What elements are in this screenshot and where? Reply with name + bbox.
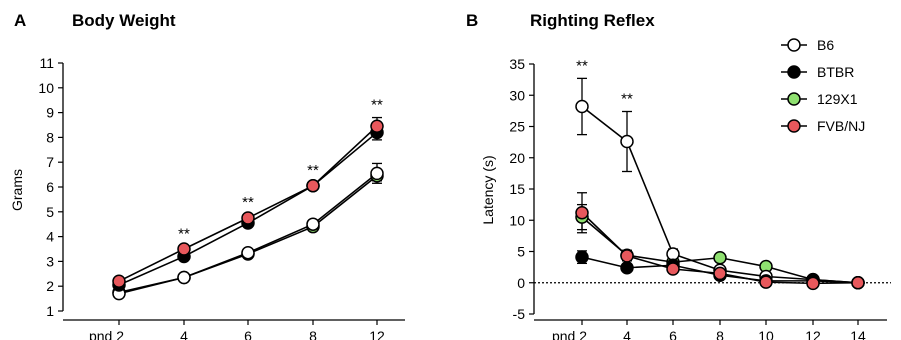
panel-b-ytick-label: 10	[509, 212, 525, 228]
panel-a-ytick-label: 6	[46, 179, 54, 195]
panel-b-significance-label: **	[621, 91, 633, 108]
legend-label-129x1: 129X1	[817, 91, 858, 107]
panel-a-significance-label: **	[371, 97, 383, 114]
panel-b-xtick-label: 4	[623, 328, 631, 340]
panel-b-point-btbr	[621, 262, 633, 274]
panel-b-point-fvb-nj	[576, 207, 588, 219]
panel-a-ytick-label: 4	[46, 229, 54, 245]
panel-a-ytick-label: 11	[39, 55, 54, 71]
panel-b-point-b6	[621, 136, 633, 148]
panel-a-xtick-label: 12	[369, 328, 385, 340]
panel-b-point-fvb-nj	[760, 276, 772, 288]
panel-a-ytick-label: 10	[38, 80, 54, 96]
panel-b-letter: B	[466, 11, 478, 30]
panel-a-point-fvb-nj	[113, 275, 125, 287]
panel-b-ylabel: Latency (s)	[480, 155, 496, 224]
panel-a-point-fvb-nj	[371, 120, 383, 132]
panel-a-ytick-label: 5	[46, 204, 54, 220]
panel-a-point-fvb-nj	[307, 180, 319, 192]
legend-marker-b6	[788, 39, 800, 51]
legend-marker-129x1	[788, 93, 800, 105]
panel-b-xtick-label: 8	[716, 328, 724, 340]
legend-label-fvb: FVB/NJ	[817, 118, 865, 134]
panel-b-ytick-label: 30	[509, 87, 525, 103]
panel-a-point-fvb-nj	[178, 243, 190, 255]
panel-a-xtick-label: 8	[309, 328, 317, 340]
legend-label-btbr: BTBR	[817, 64, 854, 80]
panel-b-point-fvb-nj	[714, 267, 726, 279]
panel-b-ytick-label: 35	[509, 56, 525, 72]
panel-b-point-fvb-nj	[667, 263, 679, 275]
panel-a-ytick-label: 2	[46, 278, 54, 294]
panel-a-point-b6	[307, 218, 319, 230]
panel-b-ytick-label: -5	[513, 306, 526, 322]
legend-marker-fvb	[788, 120, 800, 132]
panel-b-point-b6	[667, 248, 679, 260]
panel-a-ylabel: Grams	[9, 169, 25, 211]
panel-b-significance-label: **	[576, 57, 588, 74]
panel-b-xtick-label: 14	[850, 328, 866, 340]
panel-a-point-fvb-nj	[242, 212, 254, 224]
panel-b-point-129x1	[714, 252, 726, 264]
panel-b-title: Righting Reflex	[530, 11, 655, 30]
panel-a-ytick-label: 3	[46, 253, 54, 269]
panel-a-point-b6	[371, 167, 383, 179]
panel-b-ytick-label: 15	[509, 181, 525, 197]
panel-b-ytick-label: 25	[509, 119, 525, 135]
panel-b-ytick-label: 0	[517, 275, 525, 291]
panel-a-series-line-b6	[119, 173, 377, 293]
panel-b-xtick-label: 12	[805, 328, 821, 340]
panel-a-ytick-label: 1	[46, 303, 54, 319]
panel-b-xtick-label: 10	[758, 328, 774, 340]
panel-b-ytick-label: 5	[517, 244, 525, 260]
panel-a-ytick-label: 9	[46, 105, 54, 121]
legend: B6 BTBR 129X1 FVB/NJ	[781, 37, 865, 134]
panel-a-xtick-label: pnd 2	[89, 328, 124, 340]
panel-a-letter: A	[14, 11, 26, 30]
panel-a-xtick-label: 6	[244, 328, 252, 340]
panel-b-point-btbr	[576, 251, 588, 263]
panel-b-point-fvb-nj	[621, 250, 633, 262]
panel-a-significance-label: **	[178, 226, 190, 243]
legend-marker-btbr	[788, 66, 800, 78]
panel-a-point-b6	[242, 247, 254, 259]
panel-a-ytick-label: 7	[46, 154, 54, 170]
panel-a-significance-label: **	[242, 194, 254, 211]
panel-a-title: Body Weight	[72, 11, 176, 30]
panel-a-ytick-label: 8	[46, 129, 54, 145]
panel-a-xtick-label: 4	[180, 328, 188, 340]
panel-a-point-b6	[178, 272, 190, 284]
panel-b-point-fvb-nj	[852, 277, 864, 289]
panel-b-point-fvb-nj	[807, 277, 819, 289]
panel-b-xtick-label: 6	[669, 328, 677, 340]
panel-b-xtick-label: pnd 2	[552, 328, 587, 340]
panel-a-significance-label: **	[307, 162, 319, 179]
legend-label-b6: B6	[817, 37, 834, 53]
panel-b-point-b6	[576, 101, 588, 113]
panel-b-ytick-label: 20	[509, 150, 525, 166]
